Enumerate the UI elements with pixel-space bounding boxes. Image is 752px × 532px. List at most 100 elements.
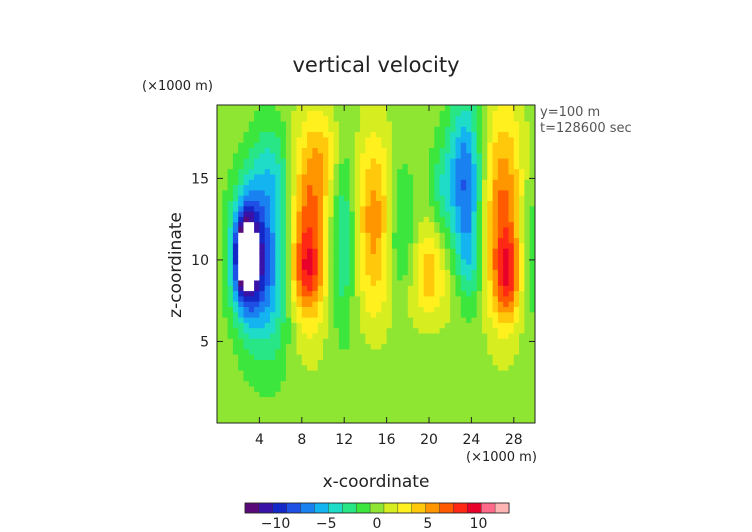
field-cell [418,237,425,244]
field-cell [381,258,388,265]
field-cell [307,158,313,164]
field-cell [434,274,441,281]
field-cell [476,407,483,413]
field-cell [397,179,404,186]
field-cell [301,189,308,196]
field-cell [344,205,351,212]
field-cell [391,311,398,318]
field-cell [482,216,488,223]
field-cell [323,412,329,419]
field-cell [365,142,372,148]
field-cell [397,311,404,318]
field-cell [434,380,441,387]
field-cell [513,105,520,111]
field-cell [275,142,282,148]
field-cell [323,221,329,228]
colorbar-swatch [355,502,371,514]
field-cell [344,179,351,186]
field-cell [222,232,229,239]
field-cell [476,184,483,191]
field-cell [227,364,234,371]
field-cell [413,136,419,143]
field-cell [275,237,282,244]
field-cell [344,380,351,387]
field-cell [381,173,388,180]
field-cell [333,359,340,366]
field-cell [519,332,525,339]
field-cell [264,136,271,143]
field-cell [407,306,414,313]
field-cell [476,311,483,318]
field-cell [370,391,377,398]
field-cell [381,354,388,360]
field-cell [455,354,462,360]
field-cell [444,417,451,423]
field-cell [492,301,499,307]
field-cell [439,216,446,223]
field-cell [333,380,340,387]
field-cell [280,375,287,382]
field-cell [397,401,404,408]
field-cell [524,211,531,217]
field-cell [381,152,388,159]
field-cell [439,338,446,345]
field-cell [259,126,266,133]
field-cell [354,338,361,345]
field-cell [524,242,531,249]
field-cell [333,110,340,117]
field-cell [376,184,382,191]
field-cell [254,338,260,345]
field-cell [460,311,467,318]
field-cell [238,152,245,159]
field-cell [328,242,335,249]
field-cell [413,338,419,345]
field-cell [487,158,494,164]
field-cell [529,237,535,244]
field-cell [333,142,340,148]
field-cell [312,290,319,297]
field-cell [360,332,366,339]
field-cell [270,274,276,281]
colorbar-tick-label: 5 [423,516,432,532]
field-cell [482,242,488,249]
field-cell [524,343,531,350]
field-cell [476,290,483,297]
field-cell [307,126,313,133]
field-cell [487,195,494,201]
field-cell [513,375,520,382]
field-cell [280,237,287,244]
field-cell [413,195,419,201]
field-cell [386,126,393,133]
field-cell [466,232,472,239]
field-cell [444,401,451,408]
field-cell [423,173,430,180]
field-cell [344,200,351,207]
field-cell [503,380,510,387]
field-cell [524,317,531,323]
field-cell [519,322,525,329]
field-cell [413,264,419,270]
field-cell [407,332,414,339]
field-cell [264,237,271,244]
field-cell [519,338,525,345]
field-cell [243,258,250,265]
field-cell [301,168,308,175]
field-cell [307,179,313,186]
field-cell [275,152,282,159]
field-cell [296,295,303,302]
field-cell [338,269,345,276]
field-cell [444,359,451,366]
field-cell [429,391,435,398]
field-cell [497,184,504,191]
field-cell [466,375,472,382]
field-cell [344,295,351,302]
field-cell [476,226,483,233]
field-cell [444,412,451,419]
field-cell [232,290,239,297]
field-cell [476,380,483,387]
field-cell [349,407,356,413]
field-cell [418,322,425,329]
field-cell [529,152,535,159]
field-cell [270,327,276,334]
field-cell [344,311,351,318]
